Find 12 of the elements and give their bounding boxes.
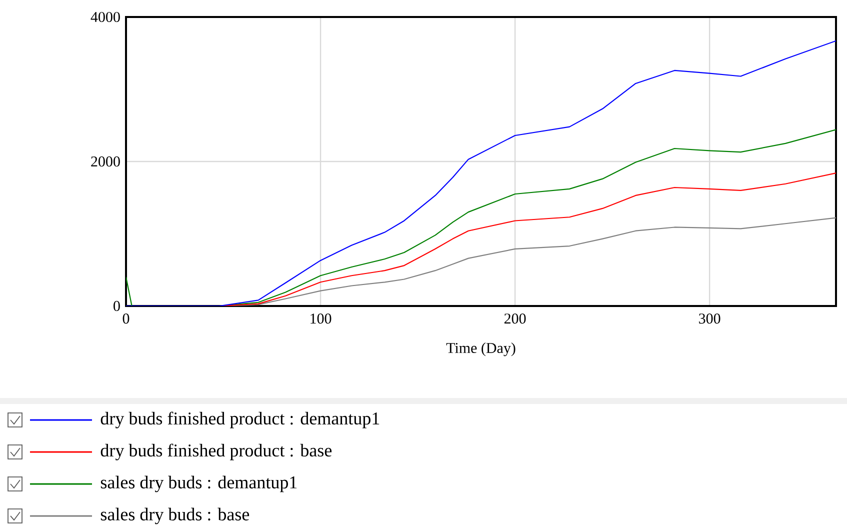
x-tick-label: 200 — [504, 314, 526, 324]
x-axis-title: Time (Day) — [446, 342, 516, 356]
legend-label: sales dry buds : demantup1 — [100, 476, 297, 492]
x-tick-label: 100 — [310, 314, 332, 324]
x-tick-label: 300 — [699, 314, 720, 324]
legend-label: dry buds finished product : base — [100, 444, 332, 460]
legend-label: dry buds finished product : demantup1 — [100, 412, 380, 428]
y-tick-label: 4000 — [90, 12, 120, 22]
y-tick-label: 2000 — [91, 156, 120, 167]
y-tick-label: 0 — [114, 300, 120, 312]
x-tick-label: 0 — [122, 314, 130, 324]
legend-label: sales dry buds : base — [100, 508, 250, 524]
